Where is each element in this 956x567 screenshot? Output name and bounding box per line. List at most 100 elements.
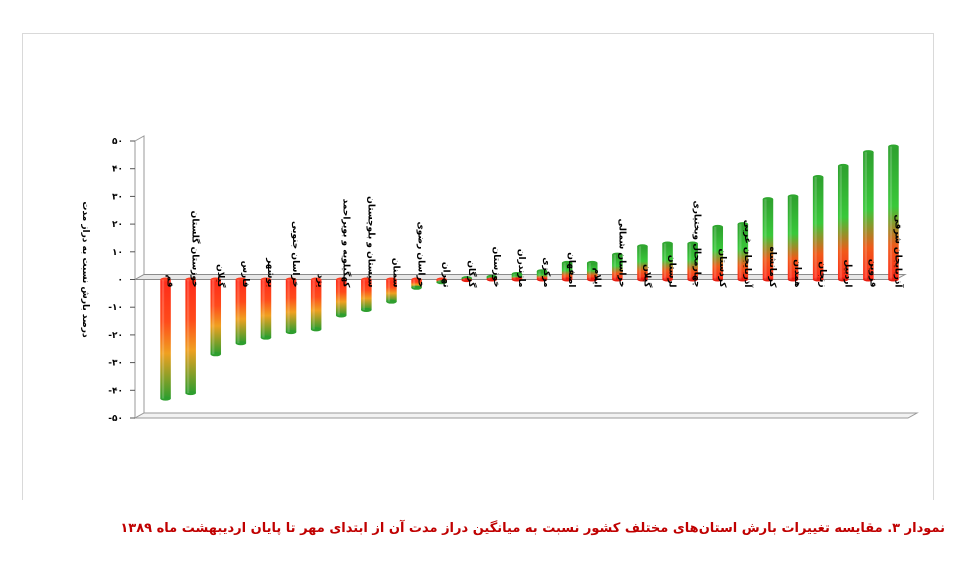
bar-cap-top: [586, 260, 598, 265]
bar-body: [235, 279, 247, 344]
bar-highlight: [714, 226, 717, 280]
y-axis-title: درصد بارش نسبت به دراز مدت: [80, 201, 90, 338]
bar-cap-top: [310, 277, 322, 282]
bar: [888, 144, 899, 282]
bar: [662, 241, 673, 282]
category-label: قم: [165, 275, 175, 288]
bar-highlight: [688, 243, 692, 280]
bar-cap-bottom: [160, 396, 171, 401]
bar-cap-bottom: [837, 277, 849, 282]
bar-highlight: [613, 254, 616, 280]
category-label: خراسان شمالی: [616, 219, 626, 288]
bar-body: [185, 279, 196, 394]
bar-cap-top: [612, 252, 623, 257]
bar-cap-top: [737, 222, 749, 227]
bar-cap-bottom: [511, 277, 523, 282]
bar-body: [285, 279, 297, 333]
bar-cap-bottom: [662, 277, 673, 282]
bar-cap-top: [561, 260, 573, 265]
chart-floor: [133, 412, 919, 419]
bar-highlight: [362, 279, 365, 310]
bar: [612, 252, 623, 282]
bar: [386, 277, 397, 304]
category-label: کرمانشاه: [767, 246, 777, 288]
bar: [335, 277, 347, 318]
bar-body: [612, 254, 623, 280]
bar-cap-top: [812, 175, 824, 180]
category-label: اصفهان: [566, 252, 576, 287]
bar-cap-top: [787, 194, 799, 199]
bar-cap-bottom: [561, 277, 573, 282]
bar: [185, 277, 196, 396]
bar-cap-top: [335, 277, 347, 282]
y-tick-label: -۴۰: [108, 386, 123, 396]
bar-highlight: [563, 262, 566, 280]
bar-body: [536, 271, 548, 280]
bar-cap-bottom: [436, 280, 447, 285]
bar: [687, 241, 698, 282]
bar-cap-bottom: [612, 277, 623, 282]
y-tick-label: -۱۰: [108, 303, 123, 313]
bar: [310, 277, 322, 332]
category-label: اردبیل: [842, 260, 852, 288]
category-label: تهران: [441, 262, 451, 288]
bar-highlight: [588, 262, 591, 280]
bar-cap-top: [662, 241, 673, 246]
category-label: قزوین: [867, 259, 877, 288]
y-tick-label: ۱۰: [112, 248, 123, 258]
bar-cap-bottom: [260, 335, 272, 340]
bar-cap-top: [837, 163, 849, 168]
bar-highlight: [412, 279, 416, 288]
y-tick-label: ۰: [118, 276, 124, 286]
bar: [511, 271, 523, 282]
bar-highlight: [437, 279, 441, 283]
bar-highlight: [663, 243, 667, 280]
bar-body: [511, 273, 523, 280]
category-label: مازندران: [516, 249, 526, 288]
bar-highlight: [312, 279, 315, 330]
bar-highlight: [186, 279, 190, 394]
bar-cap-bottom: [787, 277, 799, 282]
bar-highlight: [262, 279, 265, 338]
bar-highlight: [889, 146, 893, 280]
bar-body: [361, 279, 372, 310]
bar-cap-top: [260, 277, 272, 282]
bar: [837, 163, 849, 282]
bar-body: [662, 243, 673, 280]
bar-cap-top: [637, 244, 648, 249]
y-tick-label: -۳۰: [108, 359, 123, 369]
bar-body: [888, 146, 899, 280]
bar-highlight: [488, 276, 491, 280]
bar-cap-top: [185, 277, 196, 282]
bar-highlight: [237, 279, 240, 344]
bar-highlight: [387, 279, 391, 302]
bar-cap-bottom: [185, 391, 196, 396]
bar-body: [160, 279, 171, 399]
bar-cap-bottom: [486, 277, 498, 282]
bar: [863, 150, 874, 282]
bar: [210, 277, 222, 357]
bar-body: [812, 177, 824, 280]
bar-highlight: [538, 271, 541, 280]
category-label: چهارمحال وبختیاری: [692, 201, 702, 288]
bar-cap-bottom: [737, 277, 749, 282]
category-label: آذربایجان شرقی: [892, 214, 904, 288]
category-label: لرستان: [667, 255, 677, 288]
bar-cap-top: [436, 277, 447, 282]
bar: [787, 194, 799, 282]
bar-cap-bottom: [762, 277, 774, 282]
bar: [812, 175, 824, 282]
bar-cap-bottom: [637, 277, 648, 282]
category-label: ایلام: [591, 268, 601, 288]
bar-body: [837, 165, 849, 280]
category-label: مرکزی: [541, 257, 551, 287]
bar-cap-top: [361, 277, 372, 282]
bar-cap-top: [210, 277, 222, 282]
chart-frame: ۵۰ ۴۰ ۳۰ ۲۰ ۱۰ ۰ -۱۰ -۲۰ -۳۰ -۴۰ -۵۰ درصد بارش نسبت…: [22, 33, 934, 500]
bar-highlight: [161, 279, 165, 399]
bar-cap-bottom: [285, 330, 297, 335]
bar-cap-top: [235, 277, 247, 282]
bar: [712, 224, 724, 282]
bar: [361, 277, 372, 312]
bar-body: [411, 279, 422, 288]
